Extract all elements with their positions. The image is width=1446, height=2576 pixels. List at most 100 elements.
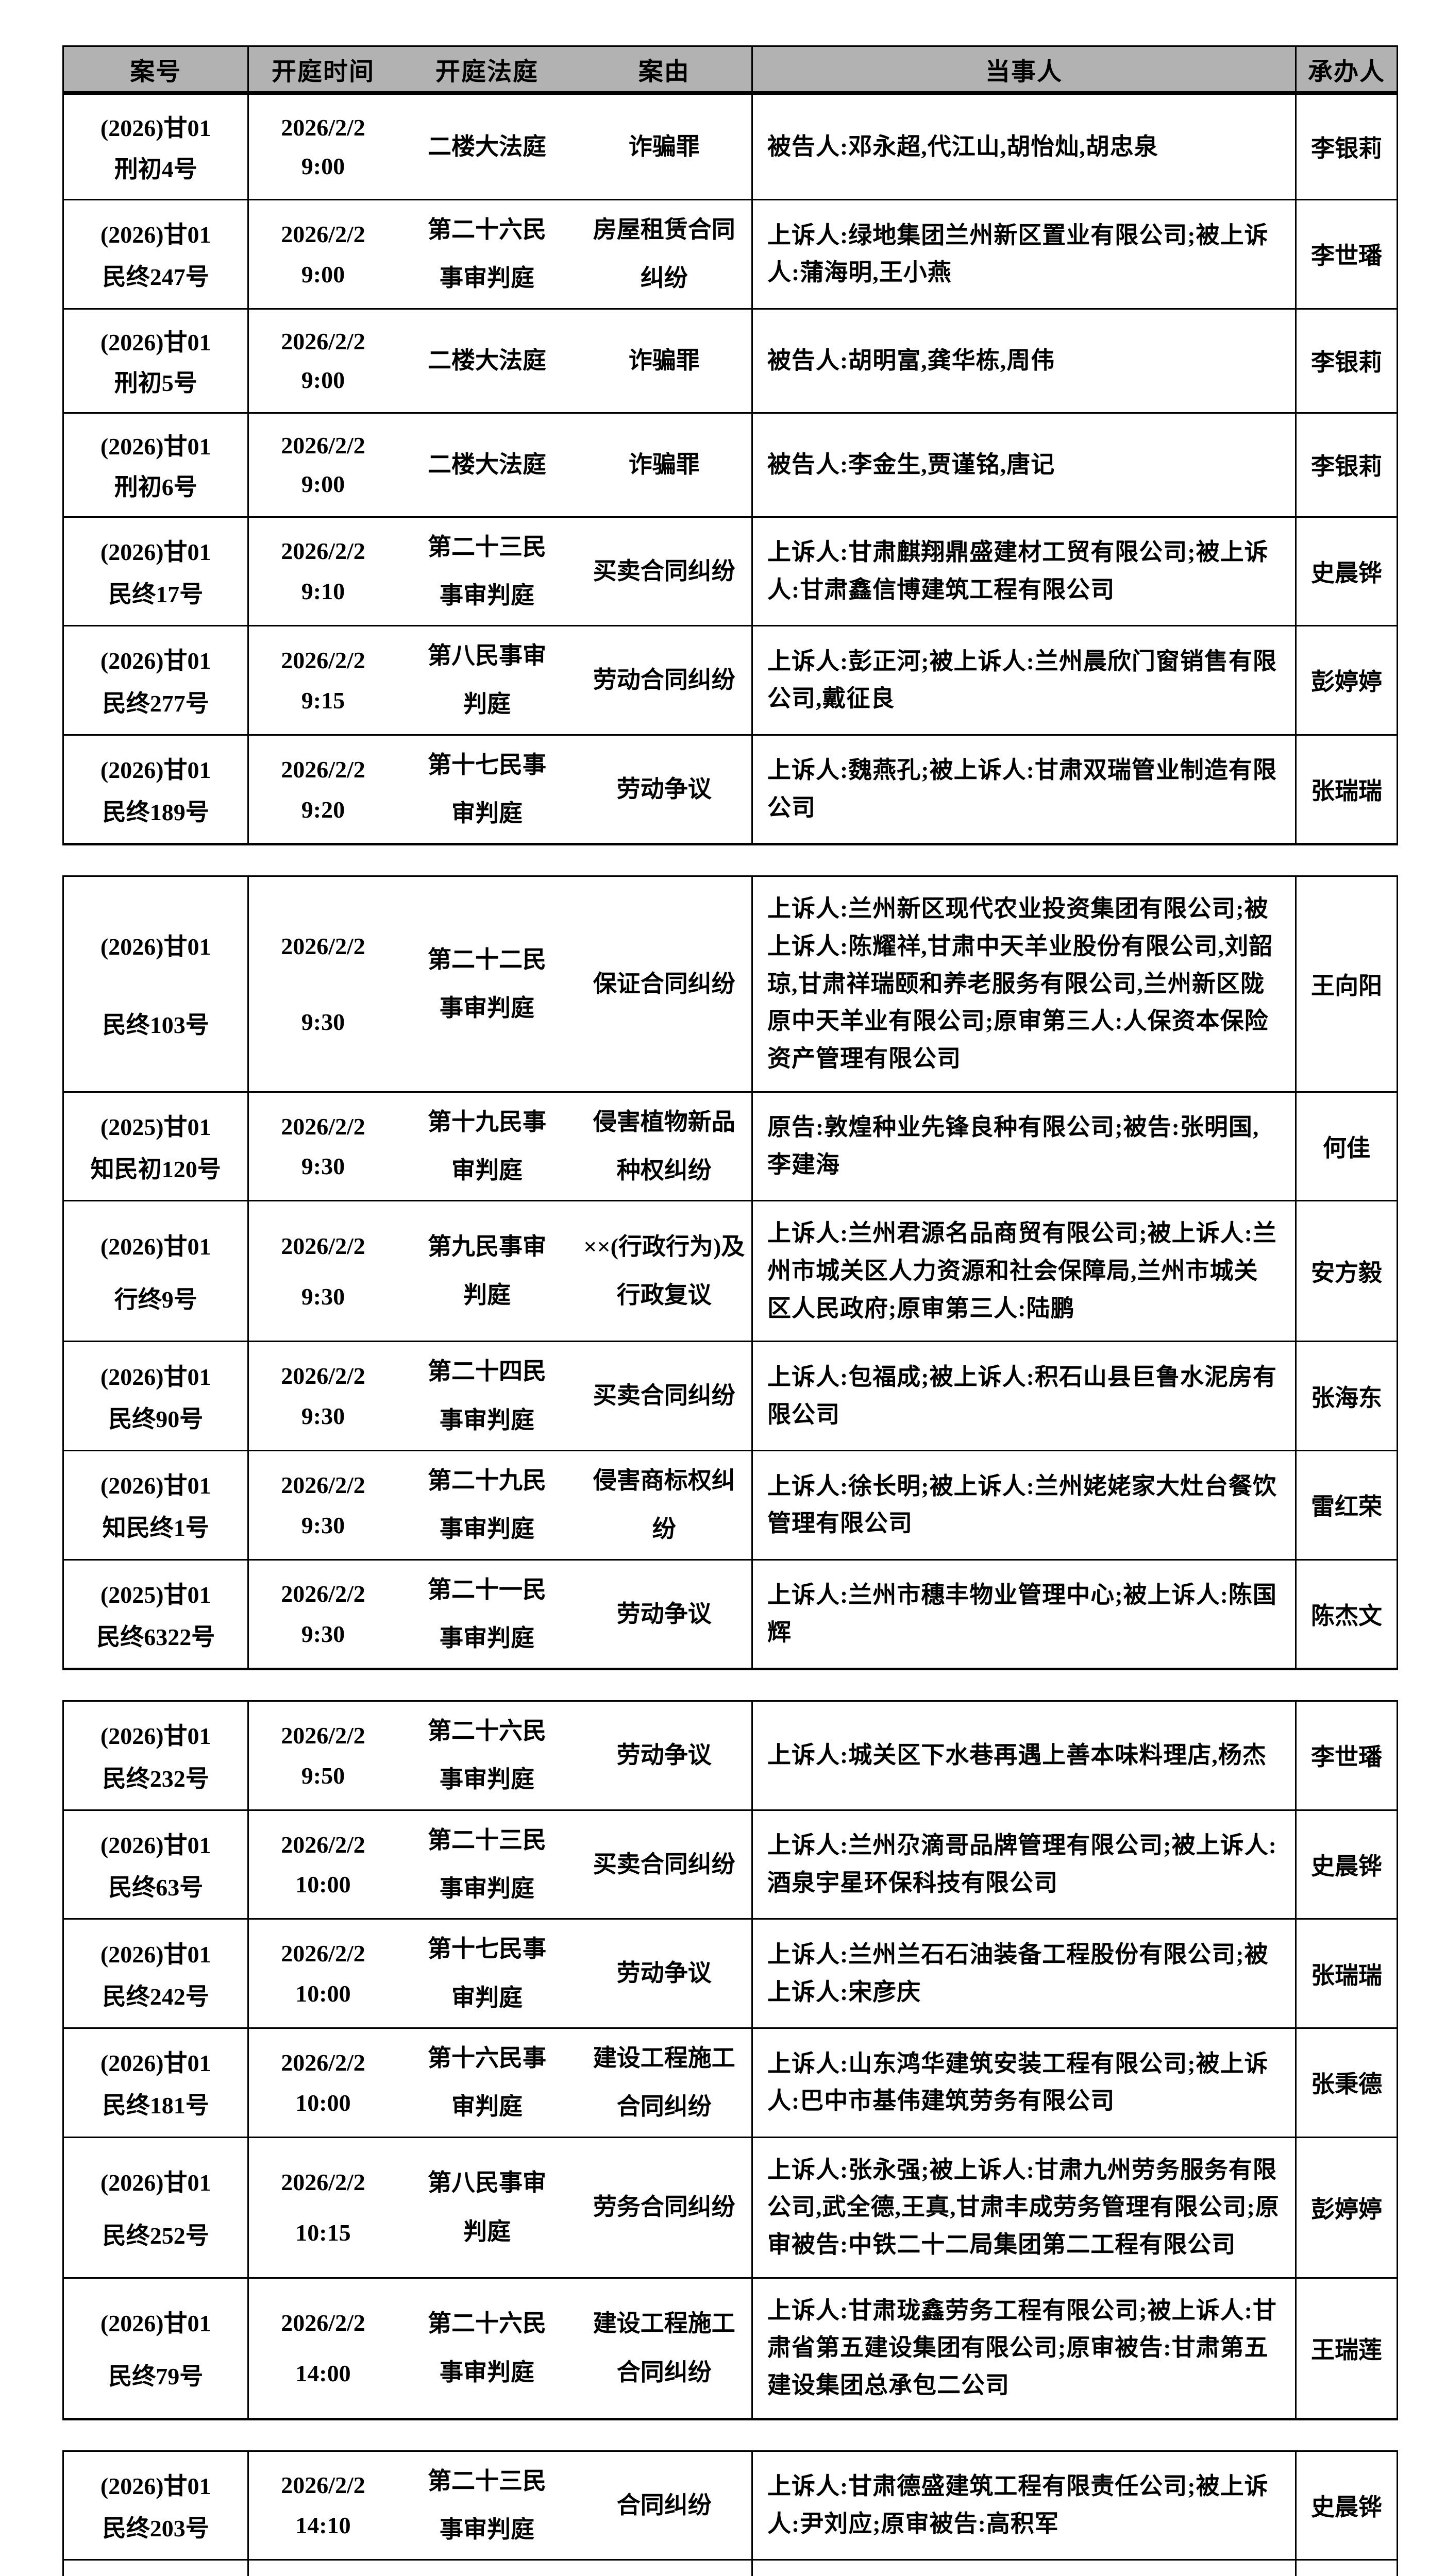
cell-cause: 劳动合同纠纷 (577, 626, 753, 734)
cell-hearing-time: 2026/2/2 9:00 (249, 310, 397, 412)
hearing-time: 9:50 (301, 1762, 345, 1789)
case-number-line2: 刑初5号 (114, 369, 197, 396)
cause-label: 诈骗罪 (628, 451, 700, 478)
case-number-line1: (2026)甘01 (100, 433, 211, 460)
cell-case-number: (2026)甘01 民终17号 (64, 517, 249, 625)
cell-courtroom: 第十六民事审判庭 (397, 2029, 577, 2137)
cell-judge: 彭婷婷 (1297, 626, 1397, 734)
cell-judge: 李银莉 (1297, 95, 1397, 199)
cell-judge: 张海东 (1297, 1342, 1397, 1450)
case-number-line1: (2026)甘01 (100, 1363, 211, 1390)
cell-hearing-time: 2026/2/2 9:00 (249, 95, 397, 199)
cell-case-number: (2026)甘01 民终252号 (64, 2138, 249, 2277)
cell-hearing-time: 2026/2/2 10:00 (249, 1811, 397, 1919)
cause-label: 保证合同纠纷 (593, 970, 735, 997)
hearing-time: 9:00 (301, 153, 345, 180)
courtroom-label: 第二十四民事审判庭 (428, 1358, 547, 1433)
hearing-time: 9:30 (301, 1008, 345, 1035)
cause-label: 侵害植物新品种权纠纷 (593, 1108, 735, 1184)
cell-judge: 李世璠 (1297, 200, 1397, 308)
judge-name: 何佳 (1323, 1135, 1370, 1162)
hearing-date: 2026/2/2 (281, 756, 365, 783)
parties-text: 上诉人:兰州尕滴哥品牌管理有限公司;被上诉人:酒泉宇星环保科技有限公司 (767, 1832, 1277, 1896)
cell-judge: 王瑞莲 (1297, 2279, 1397, 2418)
cell-parties: 上诉人:兰州新区现代农业投资集团有限公司;被上诉人:陈耀祥,甘肃中天羊业股份有限… (753, 877, 1297, 1091)
judge-name: 张秉德 (1311, 2071, 1382, 2098)
cell-cause: 房屋租赁合同纠纷 (577, 200, 753, 308)
case-number-line1: (2026)甘01 (100, 222, 211, 248)
judge-name: 王瑞莲 (1311, 2336, 1382, 2363)
hearing-time: 10:15 (295, 2219, 351, 2246)
cell-hearing-time: 2026/2/2 9:00 (249, 200, 397, 308)
case-number-line2: 民终247号 (102, 264, 209, 291)
courtroom-label: 第十七民事审判庭 (417, 2566, 556, 2576)
cell-hearing-time: 2026/2/2 9:30 (249, 877, 397, 1091)
judge-name: 李银莉 (1311, 453, 1382, 480)
hearing-time: 9:00 (301, 366, 345, 393)
cause-label: 劳动争议 (616, 1960, 712, 1987)
courtroom-label: 第二十六民事审判庭 (428, 1718, 547, 1793)
cell-cause: 侵害商标权纠纷 (577, 1451, 753, 1559)
cause-label: 建设工程施工合同纠纷 (593, 2310, 735, 2385)
cause-label: 劳务合同纠纷 (593, 2194, 735, 2221)
judge-name: 张海东 (1311, 1384, 1382, 1411)
table-row: (2026)甘01 民终232号 2026/2/2 9:50 第二十六民事审判庭… (64, 1702, 1397, 1809)
cell-courtroom: 第二十三民事审判庭 (397, 518, 577, 625)
cell-parties: 上诉人:山东鸿华建筑安装工程有限公司;被上诉人:巴中市基伟建筑劳务有限公司 (753, 2028, 1297, 2137)
hearing-time: 10:00 (295, 2089, 351, 2116)
case-number-line1: (2026)甘01 (100, 1941, 211, 1968)
table-row: (2026)甘01 知民终1号 2026/2/2 9:30 第二十九民事审判庭 … (64, 1449, 1397, 1559)
cell-cause: 诈骗罪 (577, 95, 753, 199)
parties-text: 上诉人:甘肃珑鑫劳务工程有限公司;被上诉人:甘肃省第五建设集团有限公司;原审被告… (767, 2297, 1277, 2398)
case-number-line2: 民终63号 (108, 1874, 204, 1901)
cell-judge: 李银莉 (1297, 310, 1397, 412)
parties-text: 上诉人:彭正河;被上诉人:兰州晨欣门窗销售有限公司,戴征良 (767, 648, 1277, 712)
parties-text: 被告人:邓永超,代江山,胡怡灿,胡忠泉 (767, 133, 1158, 160)
cell-cause: 劳动争议 (577, 1560, 753, 1668)
cell-hearing-time: 2026/2/2 14:00 (249, 2279, 397, 2418)
cell-hearing-time: 2026/2/2 9:10 (249, 518, 397, 625)
parties-text: 上诉人:兰州市穗丰物业管理中心;被上诉人:陈国辉 (767, 1582, 1277, 1646)
cell-parties: 上诉人:包福成;被上诉人:积石山县巨鲁水泥房有限公司 (753, 1342, 1297, 1450)
cause-label: 劳动合同纠纷 (593, 667, 735, 693)
cell-case-number: (2026)甘01 民终180号 (64, 2561, 249, 2576)
judge-name: 王向阳 (1311, 973, 1382, 999)
courtroom-label: 二楼大法庭 (428, 451, 547, 478)
cause-label: 买卖合同纠纷 (593, 1382, 735, 1409)
hearing-time: 10:00 (295, 1871, 351, 1898)
judge-name: 李世璠 (1311, 243, 1382, 269)
cause-label: 侵害商标权纠纷 (593, 1467, 735, 1543)
courtroom-label: 第十七民事审判庭 (428, 1936, 547, 2011)
case-number-line2: 刑初6号 (114, 473, 197, 500)
judge-name: 陈杰文 (1311, 1602, 1382, 1629)
cell-judge: 陈杰文 (1297, 1561, 1397, 1668)
table-row: (2025)甘01 知民初120号 2026/2/2 9:30 第十九民事审判庭… (64, 1091, 1397, 1200)
case-number-line1: (2026)甘01 (100, 756, 211, 783)
hearing-date: 2026/2/2 (281, 328, 365, 355)
hearing-date: 2026/2/2 (281, 2168, 365, 2195)
courtroom-label: 第二十二民事审判庭 (428, 946, 547, 1022)
parties-text: 上诉人:包福成;被上诉人:积石山县巨鲁水泥房有限公司 (767, 1363, 1277, 1428)
cell-case-number: (2025)甘01 民终6322号 (64, 1560, 249, 1668)
hearing-time: 9:30 (301, 1512, 345, 1538)
cell-case-number: (2026)甘01 民终242号 (64, 1920, 249, 2027)
hearing-date: 2026/2/2 (281, 1363, 365, 1389)
courtroom-label: 第二十一民事审判庭 (428, 1576, 547, 1651)
cause-label: 诈骗罪 (628, 347, 700, 374)
cause-label: 合同纠纷 (616, 2492, 712, 2518)
cell-hearing-time: 2026/2/2 9:00 (249, 414, 397, 516)
table-row: (2026)甘01 民终180号 2026/2/2 14:20 第十七民事审判庭… (64, 2559, 1397, 2576)
cell-courtroom: 第二十六民事审判庭 (397, 1702, 577, 1809)
cell-courtroom: 第八民事审判庭 (397, 2138, 577, 2277)
cell-hearing-time: 2026/2/2 14:10 (249, 2452, 397, 2560)
courtroom-label: 第二十三民事审判庭 (428, 2467, 547, 2543)
parties-text: 上诉人:城关区下水巷再遇上善本味料理店,杨杰 (767, 1742, 1267, 1769)
hearing-date: 2026/2/2 (281, 1722, 365, 1749)
cell-courtroom: 第二十四民事审判庭 (397, 1342, 577, 1450)
case-number-line1: (2026)甘01 (100, 2310, 211, 2337)
case-number-line1: (2026)甘01 (100, 2170, 211, 2196)
cell-hearing-time: 2026/2/2 9:15 (249, 626, 397, 734)
cell-cause: 劳动争议 (577, 735, 753, 843)
cell-parties: 上诉人:魏燕孔;被上诉人:甘肃双瑞管业制造有限公司 (753, 735, 1297, 843)
table-row: (2026)甘01 民终90号 2026/2/2 9:30 第二十四民事审判庭 … (64, 1341, 1397, 1450)
